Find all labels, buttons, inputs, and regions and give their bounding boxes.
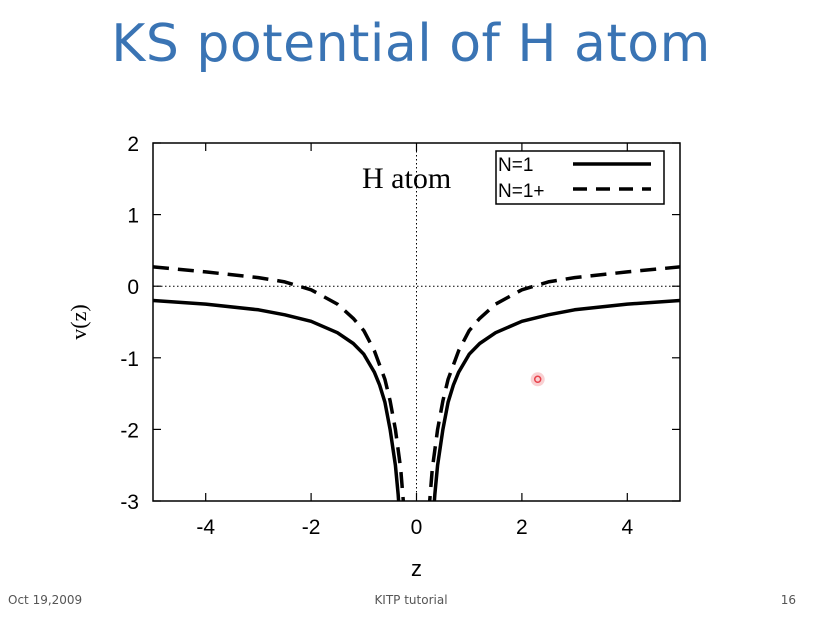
x-axis-label: z bbox=[411, 556, 422, 581]
y-axis-label: v(z) bbox=[66, 304, 91, 339]
legend-box bbox=[495, 150, 665, 205]
legend-label-n1plus: N=1+ bbox=[498, 181, 544, 202]
y-tick-label: -3 bbox=[120, 491, 139, 514]
footer-date: Oct 19,2009 bbox=[8, 593, 83, 607]
y-tick-label: 2 bbox=[127, 133, 139, 156]
series-line-n1-right bbox=[432, 298, 680, 501]
y-tick-label: -2 bbox=[120, 419, 139, 442]
y-tick-label: 1 bbox=[127, 205, 139, 228]
mouse-pointer-marker bbox=[530, 372, 545, 387]
series-line-n1plus-right bbox=[427, 265, 680, 501]
series-layer bbox=[153, 265, 680, 501]
slide-number: 16 bbox=[780, 593, 796, 607]
slide-title: KS potential of H atom bbox=[111, 14, 711, 74]
series-line-n1-left bbox=[153, 298, 401, 501]
y-tick-label: -1 bbox=[120, 348, 139, 371]
series-line-n1plus-left bbox=[153, 265, 406, 501]
legend: N=1 N=1+ bbox=[495, 150, 665, 205]
x-tick-label: 0 bbox=[411, 516, 423, 539]
x-tick-label: 2 bbox=[516, 516, 528, 539]
pointer-dot bbox=[533, 375, 542, 384]
y-tick-label: 0 bbox=[127, 276, 139, 299]
x-tick-label: -2 bbox=[302, 516, 321, 539]
tick-layer: -4 -2 0 2 4 -3 -2 -1 0 1 2 bbox=[120, 133, 680, 539]
footer-event: KITP tutorial bbox=[374, 593, 448, 607]
pointer-halo bbox=[530, 372, 545, 387]
x-tick-label: -4 bbox=[196, 516, 215, 539]
legend-label-n1: N=1 bbox=[498, 155, 533, 176]
chart-annotation: H atom bbox=[362, 162, 451, 195]
x-tick-label: 4 bbox=[621, 516, 633, 539]
